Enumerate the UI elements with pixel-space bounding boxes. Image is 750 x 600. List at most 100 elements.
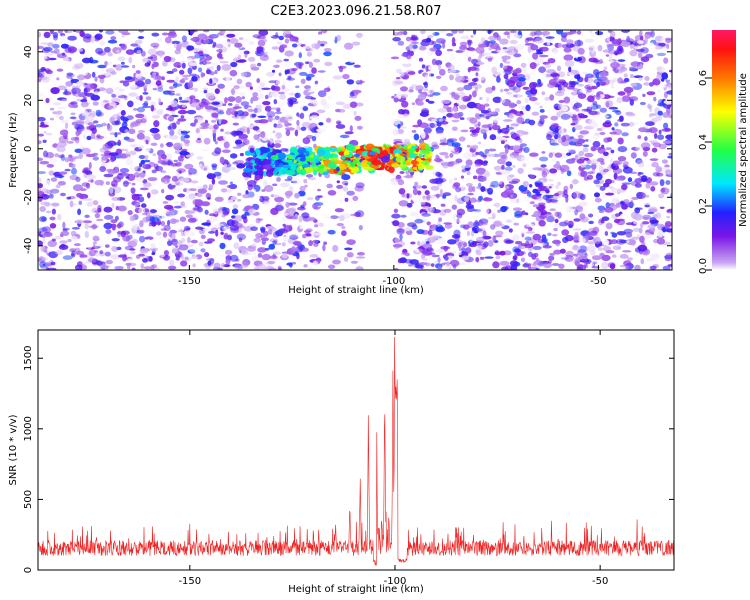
spectrogram-cell [636,192,646,199]
spectrogram-cell [538,220,546,227]
spectrogram-cell [253,107,258,114]
spectrogram-cell [303,179,308,184]
spectrogram-cell [665,134,672,140]
spectrogram-cell [68,154,73,159]
spectrogram-cell [284,114,294,122]
spectrogram-cell [659,179,665,187]
spectrogram-cell [405,36,412,42]
spectrogram-cell [38,183,43,189]
spectrogram-cell [302,137,311,145]
spectrogram-cell [60,153,66,162]
spectrogram-cell [65,122,69,129]
spectrogram-cell [539,109,545,113]
spectrogram-cell [223,232,229,239]
spectrogram-cell [603,206,614,213]
spectrogram-cell [41,47,51,54]
snr-y-tick-label: 0 [23,567,34,573]
spectrogram-cell [114,86,122,91]
spectrogram-cell [442,124,450,128]
spectrogram-signal-cell [316,148,326,156]
spectrogram-cell [503,65,513,72]
spectrogram-cell [553,50,559,54]
spectrogram-cell [261,237,269,242]
spectrogram-cell [579,213,586,220]
spectrogram-cell [131,182,136,186]
spectrogram-cell [559,112,569,120]
spectrogram-cell [601,216,610,221]
spectrogram-cell [573,218,581,222]
spectrogram-cell [214,69,218,75]
spectrogram-cell [532,262,537,267]
spectrogram-cell [132,64,136,69]
spectrogram-cell [582,71,587,75]
spectrogram-cell [561,88,566,93]
spectrogram-cell [154,165,163,172]
spectrogram-cell [440,85,448,92]
spectrogram-signal-cell [416,157,422,162]
spectrogram-cell [454,145,460,152]
spectrogram-cell [651,147,658,153]
spectrogram-cell [460,186,466,189]
spectrogram-cell [39,206,46,212]
spectrogram-signal-cell [278,163,284,168]
spectrogram-cell [48,170,55,176]
spectrogram-cell [74,92,83,97]
spectrogram-cell [549,252,555,256]
spectrogram-cell [421,64,426,69]
spectrogram-cell [125,49,135,55]
spectrogram-cell [527,95,532,98]
spectrogram-signal-cell [250,168,258,172]
spectrogram-cell [212,102,221,105]
spectrogram-cell [563,54,574,61]
spectrogram-cell [639,30,643,37]
spectrogram-cell [288,92,296,96]
spectrogram-cell [150,189,159,195]
spectrogram-cell [524,212,529,216]
spectrogram-cell [594,192,600,198]
spectrogram-cell [147,48,157,56]
spectrogram-cell [457,251,462,256]
spectrogram-cell [477,56,481,64]
spectrogram-cell [110,155,115,163]
spectrogram-cell [172,186,182,193]
spectrogram-cell [535,51,544,55]
spectrogram-cell [140,263,145,270]
spectrogram-cell [138,30,145,33]
spectrogram-cell [520,257,526,263]
spectrogram-cell [577,249,586,253]
spectrogram-cell [646,91,656,96]
spectrogram-cell [617,246,622,250]
spectrogram-cell [314,43,320,50]
spectrogram-cell [145,148,151,152]
spectrogram-signal-cell [338,151,345,156]
spectrogram-cell [229,181,233,185]
spectrogram-cell [554,91,565,97]
spectrogram-cell [145,211,151,218]
spectrogram-cell [663,122,669,129]
spectrogram-cell [649,82,654,87]
spectrogram-cell [430,30,435,36]
spectrogram-cell [499,250,506,256]
spectrogram-cell [647,208,658,213]
spectrogram-cell [339,134,350,139]
spectrogram-cell [200,234,206,239]
spectrogram-cell [341,174,351,181]
spectrogram-cell [520,245,526,249]
spectrogram-cell [471,242,482,246]
spectrogram-cell [628,121,635,127]
spectrogram-cell [160,254,166,257]
spectrogram-cell [110,71,117,75]
spectrogram-cell [268,80,278,84]
spectrogram-cell [397,179,405,186]
spectrogram-cell [550,123,558,129]
spectrogram-cell [527,72,537,76]
spectrogram-cell [156,109,164,115]
spectrogram-cell [311,128,317,133]
spectrogram-cell [472,84,483,89]
spectrogram-cell [313,58,321,63]
spectrogram-cell [66,196,72,200]
spectrogram-signal-cell [315,159,319,164]
spectrogram-cell [513,144,520,151]
spectrogram-cell [271,85,276,91]
